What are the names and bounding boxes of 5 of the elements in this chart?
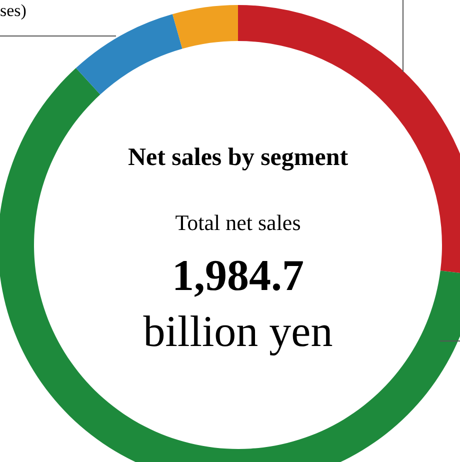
text: ses) [0,1,26,20]
text: Total net sales [175,210,301,235]
text: billion yen [143,307,333,356]
text: Net sales by segment [128,144,349,171]
text: 1,984.7 [172,251,304,300]
